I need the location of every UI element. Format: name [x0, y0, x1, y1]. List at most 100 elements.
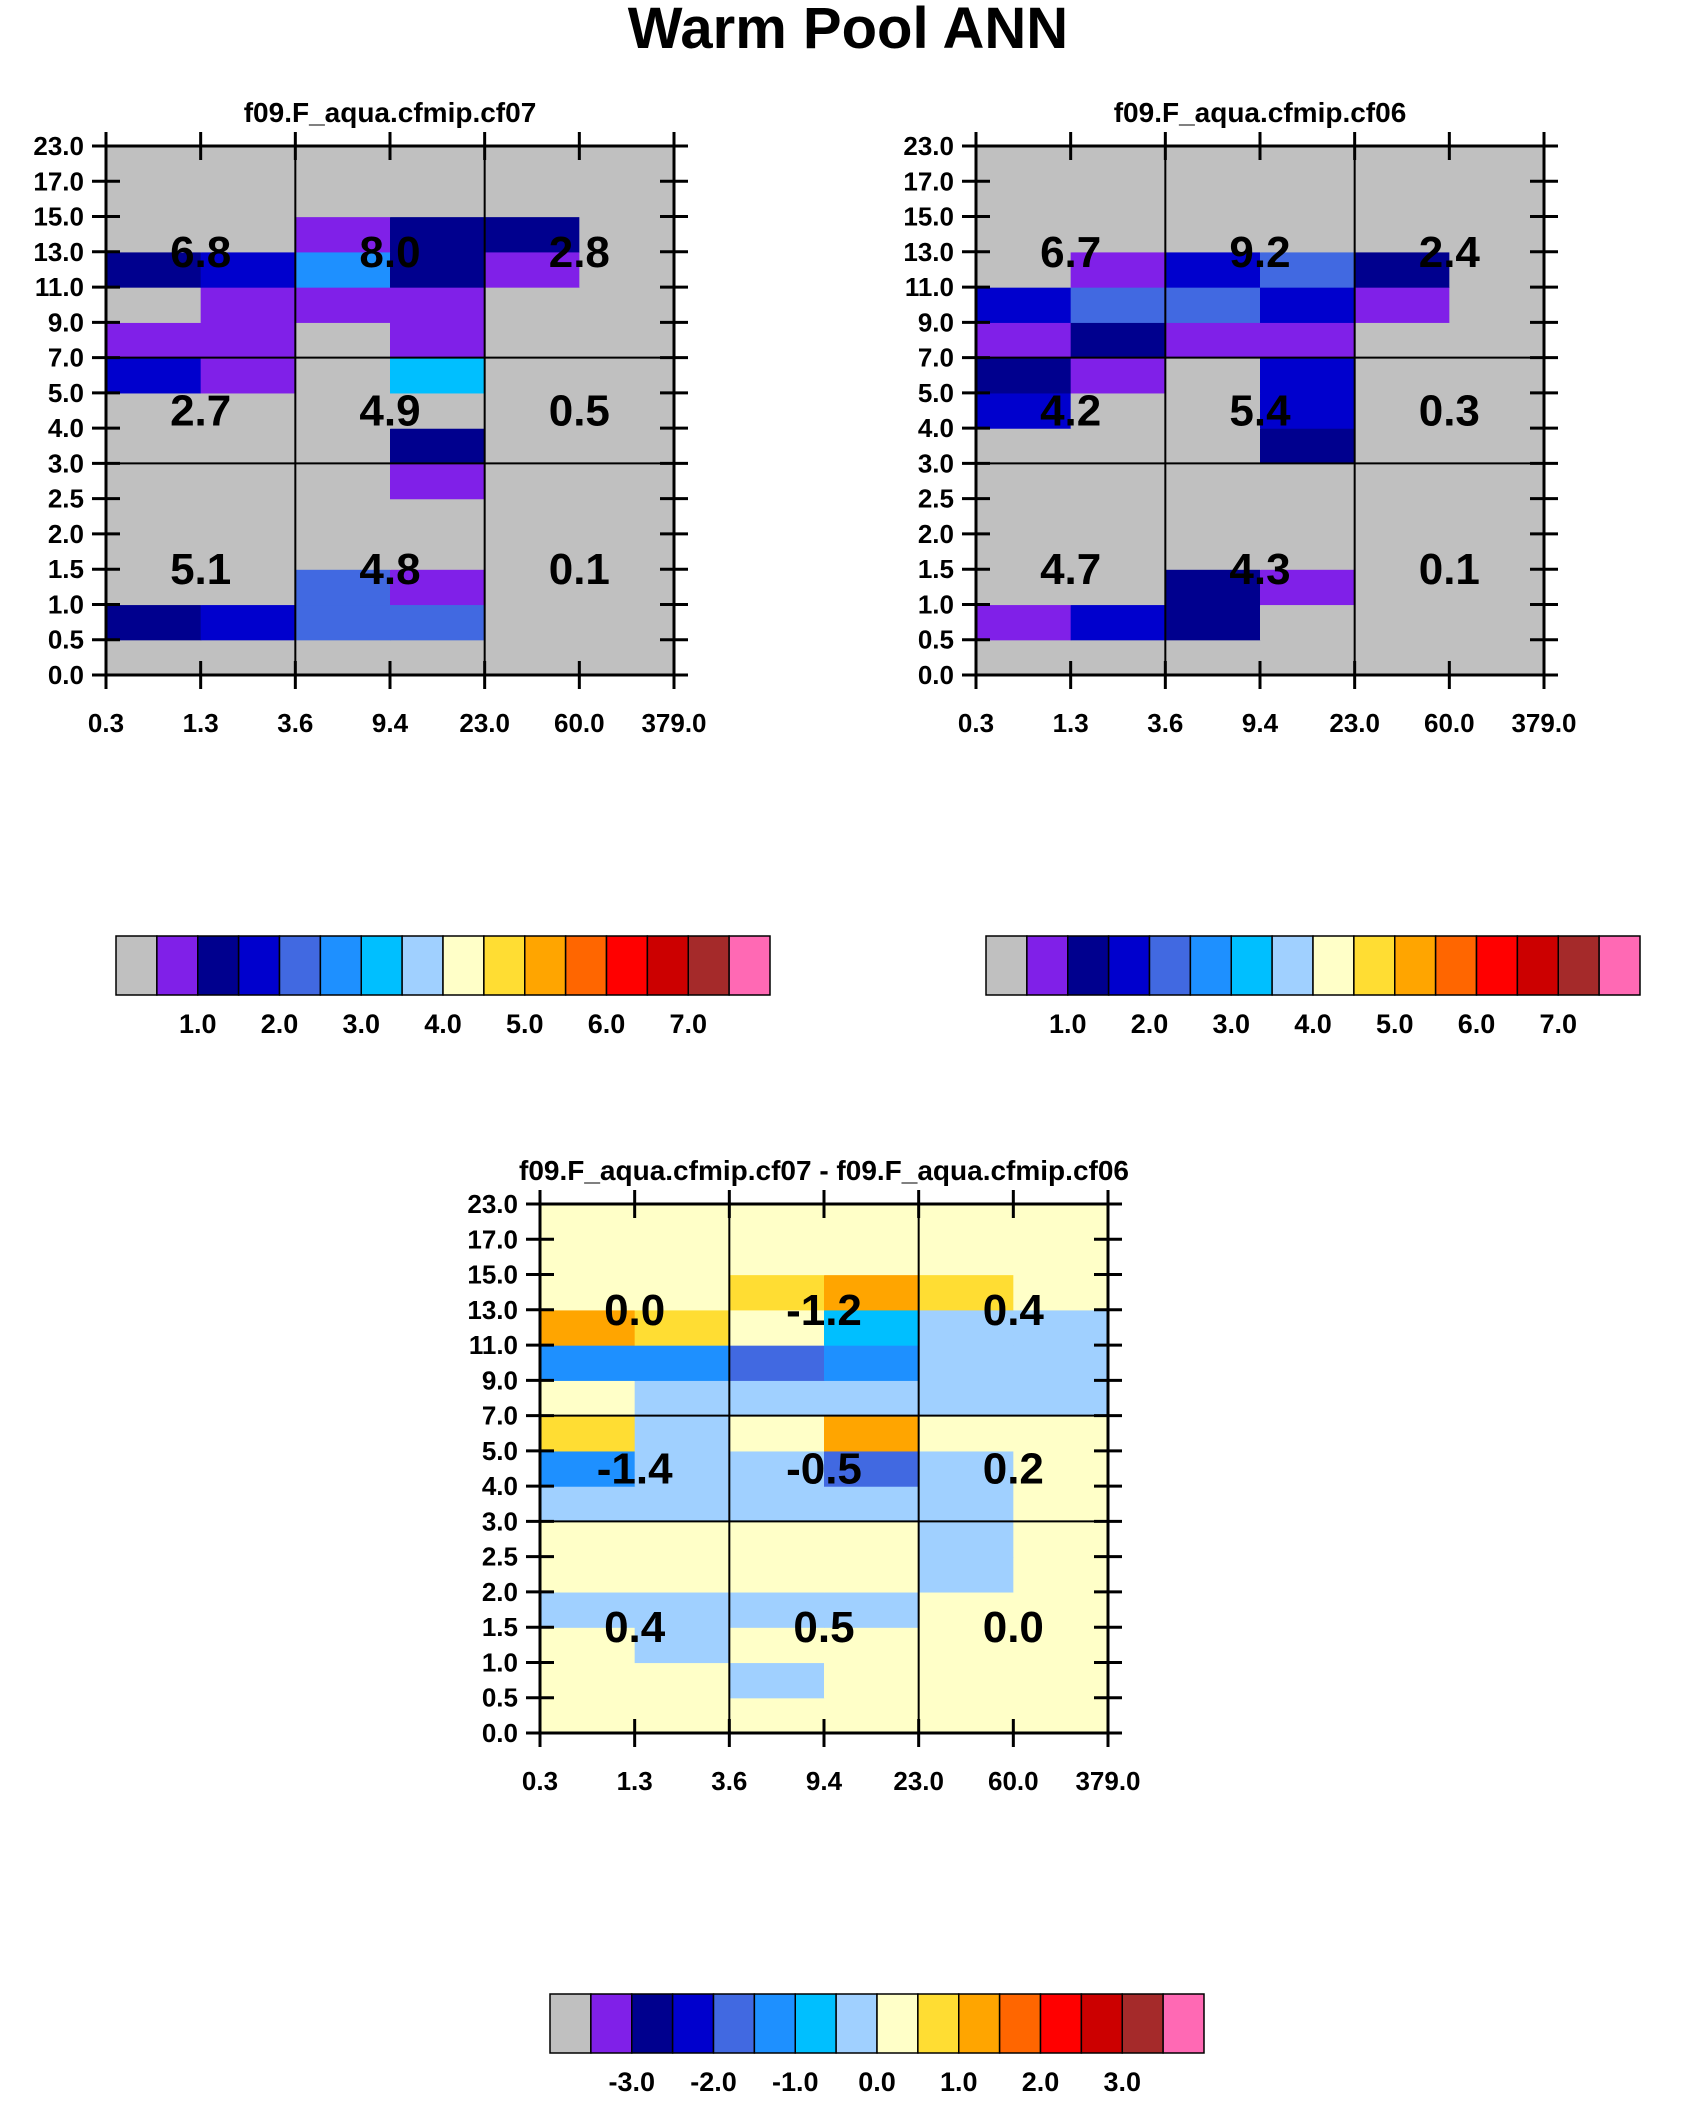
heatmap-cell: [1260, 287, 1356, 323]
heatmap-cell: [824, 1309, 920, 1346]
heatmap-cell: [295, 287, 391, 323]
heatmap-cell: [579, 357, 675, 394]
heatmap-cell: [484, 146, 580, 182]
heatmap-cell: [1013, 1380, 1109, 1417]
heatmap-cell: [295, 604, 391, 641]
heatmap-cell: [579, 287, 675, 323]
heatmap-cell: [106, 146, 202, 182]
figure-title: Warm Pool ANN: [628, 0, 1068, 61]
y-tick-label: 17.0: [903, 166, 954, 196]
heatmap-cell: [824, 1697, 920, 1734]
heatmap-cell: [540, 1591, 636, 1628]
colorbar-swatch: [1557, 935, 1600, 996]
y-tick-label: 11.0: [905, 272, 954, 302]
colorbar-swatch: [360, 935, 403, 996]
y-tick-label: 4.0: [48, 413, 84, 443]
y-tick-label: 1.5: [918, 554, 954, 584]
summary-value: 6.8: [170, 228, 231, 277]
heatmap-cell: [1449, 251, 1545, 288]
x-tick-label: 23.0: [459, 708, 510, 738]
heatmap-cell: [1165, 181, 1261, 218]
y-tick-label: 7.0: [482, 1401, 518, 1431]
heatmap-cell: [1013, 1662, 1109, 1699]
heatmap-cell: [579, 322, 675, 359]
colorbar-swatch: [753, 1993, 796, 2054]
heatmap-cell: [1260, 322, 1356, 359]
colorbar-label: 2.0: [261, 1009, 299, 1039]
heatmap-cell: [1260, 251, 1356, 288]
y-tick-label: 0.5: [48, 625, 84, 655]
heatmap-cell: [1354, 428, 1450, 464]
x-tick-label: 3.6: [711, 1766, 747, 1796]
y-tick-label: 1.0: [48, 589, 84, 619]
heatmap-cell: [200, 146, 296, 182]
y-tick-label: 9.0: [918, 307, 954, 337]
heatmap-cell: [1449, 463, 1545, 500]
heatmap-cell: [106, 251, 202, 288]
summary-value: 4.8: [359, 545, 420, 594]
heatmap-cell: [295, 428, 391, 464]
y-tick-label: 7.0: [48, 343, 84, 373]
summary-value: 0.4: [604, 1603, 666, 1652]
y-tick-label: 3.0: [918, 448, 954, 478]
heatmap-cell: [579, 463, 675, 500]
heatmap-cell: [484, 216, 580, 253]
heatmap-cell: [729, 1521, 825, 1558]
heatmap-cell: [729, 1486, 825, 1522]
summary-value: 2.8: [549, 228, 610, 277]
heatmap-cell: [824, 1380, 920, 1417]
heatmap-cell: [484, 498, 580, 535]
x-tick-label: 9.4: [372, 708, 409, 738]
y-tick-label: 0.5: [482, 1683, 518, 1713]
summary-value: 0.5: [549, 387, 610, 436]
heatmap-cell: [484, 569, 580, 606]
heatmap-cell: [295, 181, 391, 218]
y-tick-label: 9.0: [482, 1365, 518, 1395]
y-tick-label: 2.5: [482, 1542, 518, 1572]
y-tick-label: 0.5: [918, 625, 954, 655]
colorbar-label: -2.0: [690, 2067, 737, 2097]
x-tick-label: 3.6: [1147, 708, 1183, 738]
y-tick-label: 2.0: [48, 519, 84, 549]
heatmap-cell: [579, 216, 675, 253]
y-tick-label: 1.5: [48, 554, 84, 584]
colorbar-label: 1.0: [940, 2067, 978, 2097]
heatmap-cell: [976, 463, 1072, 500]
heatmap-cell: [484, 463, 580, 500]
heatmap-cell: [976, 357, 1072, 394]
heatmap-cell: [106, 357, 202, 394]
heatmap-cell: [1260, 463, 1356, 500]
heatmap-cell: [1070, 181, 1166, 218]
heatmap-cell: [1070, 639, 1166, 676]
colorbar-label: -1.0: [772, 2067, 819, 2097]
colorbar-swatch: [483, 935, 526, 996]
heatmap-cell: [1449, 322, 1545, 359]
heatmap-cell: [390, 428, 486, 464]
colorbar-swatch: [1067, 935, 1110, 996]
colorbar-swatch: [197, 935, 240, 996]
heatmap-cell: [484, 181, 580, 218]
heatmap-cell: [1070, 498, 1166, 535]
heatmap-cell: [579, 604, 675, 641]
heatmap-cell: [1165, 146, 1261, 182]
heatmap-cell: [634, 1415, 730, 1452]
heatmap-cell: [390, 604, 486, 641]
heatmap-cell: [1013, 1309, 1109, 1346]
heatmap-cell: [918, 1591, 1014, 1628]
y-tick-label: 23.0: [33, 131, 84, 161]
heatmap-cell: [729, 1204, 825, 1240]
x-tick-label: 0.3: [522, 1766, 558, 1796]
colorbar-swatch: [835, 1993, 878, 2054]
heatmap-cell: [1260, 569, 1356, 606]
heatmap-cell: [540, 1239, 636, 1276]
heatmap-cell: [1449, 604, 1545, 641]
heatmap-cell: [1013, 1556, 1109, 1593]
colorbar-swatch: [590, 1993, 633, 2054]
heatmap-cell: [1260, 146, 1356, 182]
colorbar-label: 4.0: [1294, 1009, 1332, 1039]
heatmap-cell: [824, 1204, 920, 1240]
heatmap-cell: [540, 1556, 636, 1593]
heatmap-cell: [634, 1627, 730, 1664]
heatmap-cell: [200, 498, 296, 535]
summary-value: 9.2: [1229, 228, 1290, 277]
